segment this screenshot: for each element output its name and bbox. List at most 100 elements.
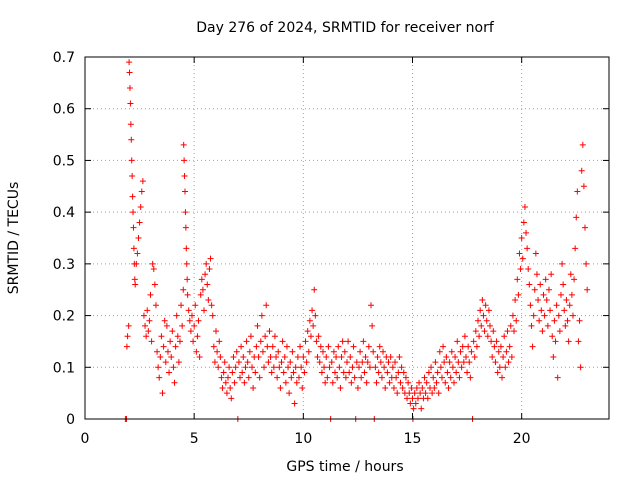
data-point xyxy=(184,276,191,283)
data-point xyxy=(136,219,143,226)
data-point xyxy=(396,353,403,360)
x-tick-label: 5 xyxy=(190,431,199,447)
data-point xyxy=(566,302,573,309)
data-point xyxy=(565,338,572,345)
data-point xyxy=(372,364,379,371)
data-point xyxy=(287,359,294,366)
data-point xyxy=(127,121,134,128)
data-point xyxy=(575,338,582,345)
data-point xyxy=(194,333,201,340)
data-point xyxy=(517,266,524,273)
data-point xyxy=(225,374,232,381)
data-point xyxy=(162,359,169,366)
data-point xyxy=(298,364,305,371)
data-point xyxy=(134,250,141,257)
data-point xyxy=(146,317,153,324)
data-point xyxy=(329,379,336,386)
data-point xyxy=(149,260,156,267)
data-point xyxy=(577,364,584,371)
data-point xyxy=(221,359,228,366)
data-point xyxy=(215,364,222,371)
data-point xyxy=(229,369,236,376)
data-point xyxy=(261,364,268,371)
data-point xyxy=(252,369,259,376)
data-point xyxy=(528,322,535,329)
data-point xyxy=(353,359,360,366)
data-point xyxy=(210,343,217,350)
data-point xyxy=(540,291,547,298)
data-point xyxy=(395,369,402,376)
data-point xyxy=(365,343,372,350)
data-point xyxy=(478,322,485,329)
data-point xyxy=(428,364,435,371)
data-point xyxy=(164,348,171,355)
data-point xyxy=(483,317,490,324)
data-point xyxy=(275,348,282,355)
data-point xyxy=(264,343,271,350)
data-point xyxy=(279,338,286,345)
data-point xyxy=(174,333,181,340)
data-point xyxy=(476,333,483,340)
data-point xyxy=(203,260,210,267)
data-point xyxy=(531,286,538,293)
data-point xyxy=(479,297,486,304)
data-point xyxy=(502,364,509,371)
data-point xyxy=(473,343,480,350)
data-point xyxy=(200,307,207,314)
data-point xyxy=(481,328,488,335)
data-point xyxy=(539,328,546,335)
x-tick-labels: 0 5 10 15 20 xyxy=(81,431,531,447)
data-point xyxy=(351,374,358,381)
data-point xyxy=(157,353,164,360)
data-points xyxy=(122,59,591,422)
data-point xyxy=(385,359,392,366)
data-point xyxy=(562,322,569,329)
data-point xyxy=(140,312,147,319)
data-point xyxy=(206,266,213,273)
data-point xyxy=(191,322,198,329)
data-point xyxy=(285,364,292,371)
data-point xyxy=(143,333,150,340)
data-point xyxy=(576,317,583,324)
data-point xyxy=(137,203,144,210)
data-point xyxy=(414,395,421,402)
data-point xyxy=(190,338,197,345)
data-point xyxy=(440,343,447,350)
data-point xyxy=(464,369,471,376)
data-point xyxy=(548,271,555,278)
data-point xyxy=(232,364,239,371)
data-point xyxy=(126,69,133,76)
data-point xyxy=(541,312,548,319)
data-point xyxy=(518,235,525,241)
data-point xyxy=(131,276,138,283)
data-point xyxy=(346,369,353,376)
data-point xyxy=(527,302,534,309)
data-point xyxy=(235,359,242,366)
data-point xyxy=(551,317,558,324)
data-point xyxy=(394,390,401,397)
data-point xyxy=(166,369,173,376)
data-point xyxy=(447,374,454,381)
data-point xyxy=(266,328,273,335)
data-point xyxy=(471,353,478,360)
data-point xyxy=(443,353,450,360)
data-point xyxy=(578,167,585,174)
data-point xyxy=(306,317,313,324)
data-point xyxy=(185,307,192,314)
data-point xyxy=(521,203,528,210)
data-point xyxy=(305,348,312,355)
data-point xyxy=(294,353,301,360)
data-point xyxy=(556,328,563,335)
data-point xyxy=(555,312,562,319)
data-point xyxy=(161,317,168,324)
data-point xyxy=(246,348,253,355)
data-point xyxy=(300,353,307,360)
data-point xyxy=(496,364,503,371)
data-point xyxy=(204,281,211,288)
data-point xyxy=(506,343,513,350)
data-point xyxy=(181,172,188,179)
data-point xyxy=(244,359,251,366)
data-point xyxy=(563,297,570,304)
data-point xyxy=(535,297,542,304)
data-point xyxy=(259,348,266,355)
